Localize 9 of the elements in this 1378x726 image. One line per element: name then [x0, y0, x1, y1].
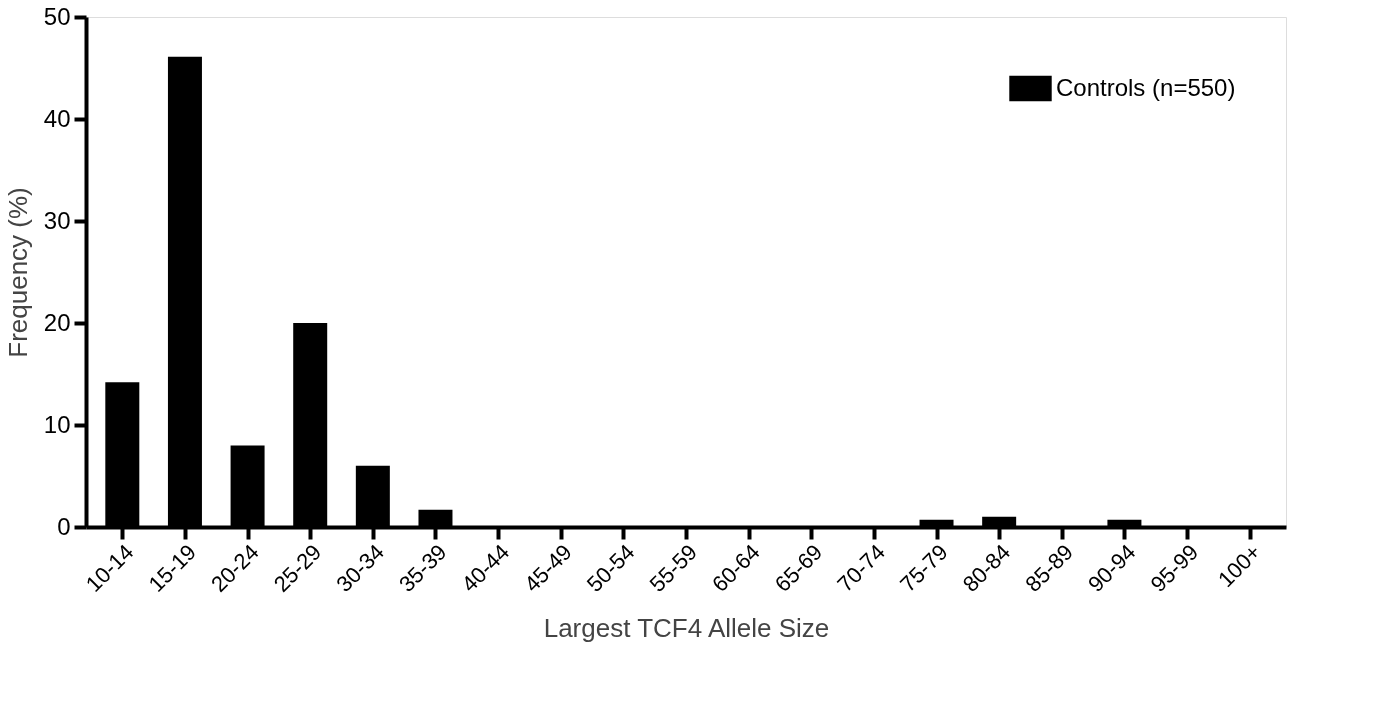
x-axis-title: Largest TCF4 Allele Size	[543, 613, 830, 644]
legend-label: Controls (n=550)	[1056, 73, 1236, 101]
y-tick-label: 0	[57, 512, 71, 540]
y-tick-label: 50	[43, 2, 71, 30]
y-tick-label: 30	[43, 206, 71, 234]
y-axis-title: Frequency (%)	[2, 187, 33, 358]
y-tick-label: 20	[43, 308, 71, 336]
y-tick-label: 10	[43, 410, 71, 438]
y-tick-label: 40	[43, 104, 71, 132]
